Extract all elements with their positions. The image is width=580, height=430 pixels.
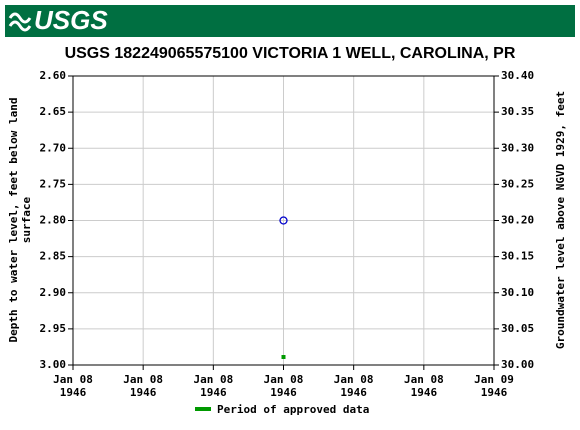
data-point — [279, 216, 288, 225]
y2-tick-label: 30.00 — [501, 358, 534, 371]
x-tick-label: 1946 — [60, 386, 87, 399]
chart-title: USGS 182249065575100 VICTORIA 1 WELL, CA… — [65, 45, 516, 62]
y2-tick-label: 30.25 — [501, 177, 534, 190]
y-tick-label: 3.00 — [40, 358, 67, 371]
y-tick-label: 2.60 — [40, 69, 67, 82]
x-tick-label: 1946 — [411, 386, 438, 399]
x-tick-label: 1946 — [130, 386, 157, 399]
y2-tick-label: 30.30 — [501, 141, 534, 154]
header-bar — [5, 5, 575, 37]
x-tick-label: Jan 08 — [404, 373, 444, 386]
logo-waves — [8, 12, 32, 32]
approved-period-marker — [281, 355, 286, 359]
y2-tick-label: 30.40 — [501, 69, 534, 82]
x-tick-label: Jan 08 — [123, 373, 163, 386]
y2-tick-label: 30.10 — [501, 286, 534, 299]
x-tick-label: 1946 — [340, 386, 367, 399]
legend-label: Period of approved data — [217, 403, 369, 416]
y-tick-label: 2.80 — [40, 214, 67, 227]
y-axis-label: surface — [20, 196, 33, 243]
y2-tick-label: 30.20 — [501, 214, 534, 227]
y2-tick-label: 30.15 — [501, 250, 534, 263]
y-tick-label: 2.70 — [40, 141, 67, 154]
y-tick-label: 2.85 — [40, 250, 67, 263]
y2-tick-label: 30.35 — [501, 105, 534, 118]
x-tick-label: Jan 09 — [474, 373, 514, 386]
x-tick-label: Jan 08 — [334, 373, 374, 386]
y-tick-label: 2.90 — [40, 286, 67, 299]
x-tick-label: 1946 — [481, 386, 508, 399]
y-tick-label: 2.65 — [40, 105, 67, 118]
x-tick-label: 1946 — [270, 386, 297, 399]
y-tick-label: 2.75 — [40, 177, 67, 190]
x-tick-label: Jan 08 — [53, 373, 93, 386]
x-tick-label: Jan 08 — [264, 373, 304, 386]
y2-axis-label: Groundwater level above NGVD 1929, feet — [554, 91, 567, 349]
x-tick-label: Jan 08 — [193, 373, 233, 386]
y-axis-label: Depth to water level, feet below land — [7, 97, 20, 342]
x-tick-label: 1946 — [200, 386, 227, 399]
y-tick-label: 2.95 — [40, 322, 67, 335]
y2-tick-label: 30.05 — [501, 322, 534, 335]
logo-text: USGS — [34, 5, 108, 35]
plot-frame — [72, 75, 495, 366]
